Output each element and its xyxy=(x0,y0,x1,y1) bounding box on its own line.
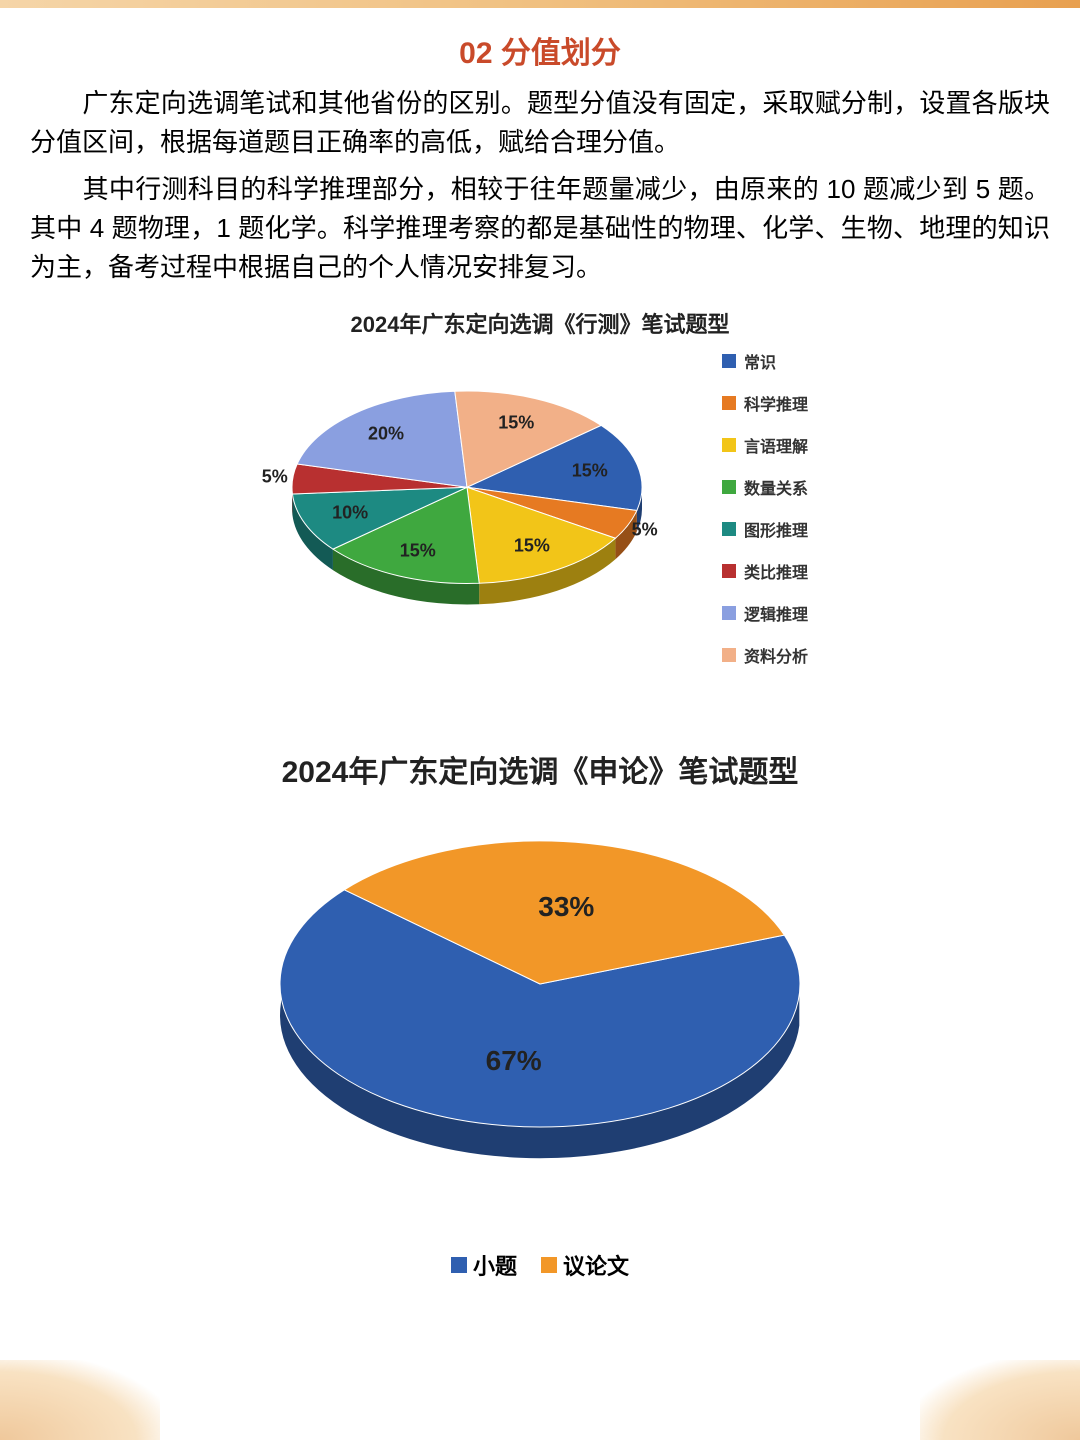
legend-swatch xyxy=(722,648,736,662)
legend-label: 图形推理 xyxy=(744,517,808,541)
chart2-pie: 67% 33% xyxy=(260,821,820,1209)
legend-label: 常识 xyxy=(744,349,776,373)
chart2-legend: 小题 议论文 xyxy=(30,1249,1050,1281)
legend-swatch xyxy=(722,522,736,536)
legend-label: 类比推理 xyxy=(744,559,808,583)
paragraph-2: 其中行测科目的科学推理部分，相较于往年题量减少，由原来的 10 题减少到 5 题… xyxy=(30,170,1050,287)
legend-swatch xyxy=(722,480,736,494)
legend-label: 资料分析 xyxy=(744,643,808,667)
pie-slice-pct: 10% xyxy=(332,502,368,523)
legend-swatch xyxy=(722,438,736,452)
content-area: 02 分值划分 广东定向选调笔试和其他省份的区别。题型分值没有固定，采取赋分制，… xyxy=(0,8,1080,1301)
legend-label: 小题 xyxy=(473,1249,517,1281)
pie-slice-pct: 67% xyxy=(486,1045,542,1077)
pie-slice-pct: 5% xyxy=(632,520,658,541)
legend-item: 小题 xyxy=(451,1249,517,1281)
legend-swatch xyxy=(722,396,736,410)
legend-item: 数量关系 xyxy=(722,475,808,499)
chart1-pie: 15%5%15%15%10%5%20%15% xyxy=(272,371,662,646)
pie-slice-pct: 15% xyxy=(572,461,608,482)
pie-slice-pct: 15% xyxy=(498,413,534,434)
chart2-title: 2024年广东定向选调《申论》笔试题型 xyxy=(30,747,1050,791)
legend-label: 逻辑推理 xyxy=(744,601,808,625)
legend-swatch xyxy=(722,606,736,620)
legend-swatch xyxy=(541,1257,557,1273)
legend-swatch xyxy=(722,354,736,368)
legend-item: 常识 xyxy=(722,349,808,373)
legend-label: 言语理解 xyxy=(744,433,808,457)
legend-item: 言语理解 xyxy=(722,433,808,457)
legend-item: 议论文 xyxy=(541,1249,629,1281)
legend-item: 图形推理 xyxy=(722,517,808,541)
pie-slice-pct: 15% xyxy=(400,540,436,561)
legend-item: 科学推理 xyxy=(722,391,808,415)
corner-decoration-br xyxy=(920,1360,1080,1440)
legend-label: 科学推理 xyxy=(744,391,808,415)
legend-item: 逻辑推理 xyxy=(722,601,808,625)
pie-slice-pct: 15% xyxy=(514,536,550,557)
paragraph-1: 广东定向选调笔试和其他省份的区别。题型分值没有固定，采取赋分制，设置各版块分值区… xyxy=(30,84,1050,162)
legend-swatch xyxy=(451,1257,467,1273)
legend-item: 类比推理 xyxy=(722,559,808,583)
legend-swatch xyxy=(722,564,736,578)
pie-slice-pct: 33% xyxy=(538,891,594,923)
chart1-title: 2024年广东定向选调《行测》笔试题型 xyxy=(30,307,1050,339)
chart1-row: 15% 5% 15% 15% 10% 5% 20% 15% 常识科学推理言语理解数量关系图形推… xyxy=(30,349,1050,667)
legend-label: 数量关系 xyxy=(744,475,808,499)
pie-slice-pct: 20% xyxy=(368,423,404,444)
legend-item: 资料分析 xyxy=(722,643,808,667)
chart1-legend: 常识科学推理言语理解数量关系图形推理类比推理逻辑推理资料分析 xyxy=(722,349,808,667)
chart1-section: 2024年广东定向选调《行测》笔试题型 15%5%15%15%10%5%20%1… xyxy=(30,307,1050,667)
chart2-section: 2024年广东定向选调《申论》笔试题型 67% 33% 小题 议论文 xyxy=(30,747,1050,1281)
section-title: 02 分值划分 xyxy=(30,28,1050,72)
legend-label: 议论文 xyxy=(563,1249,629,1281)
corner-decoration-bl xyxy=(0,1360,160,1440)
top-border-gradient xyxy=(0,0,1080,8)
pie-slice-pct: 5% xyxy=(262,467,288,488)
